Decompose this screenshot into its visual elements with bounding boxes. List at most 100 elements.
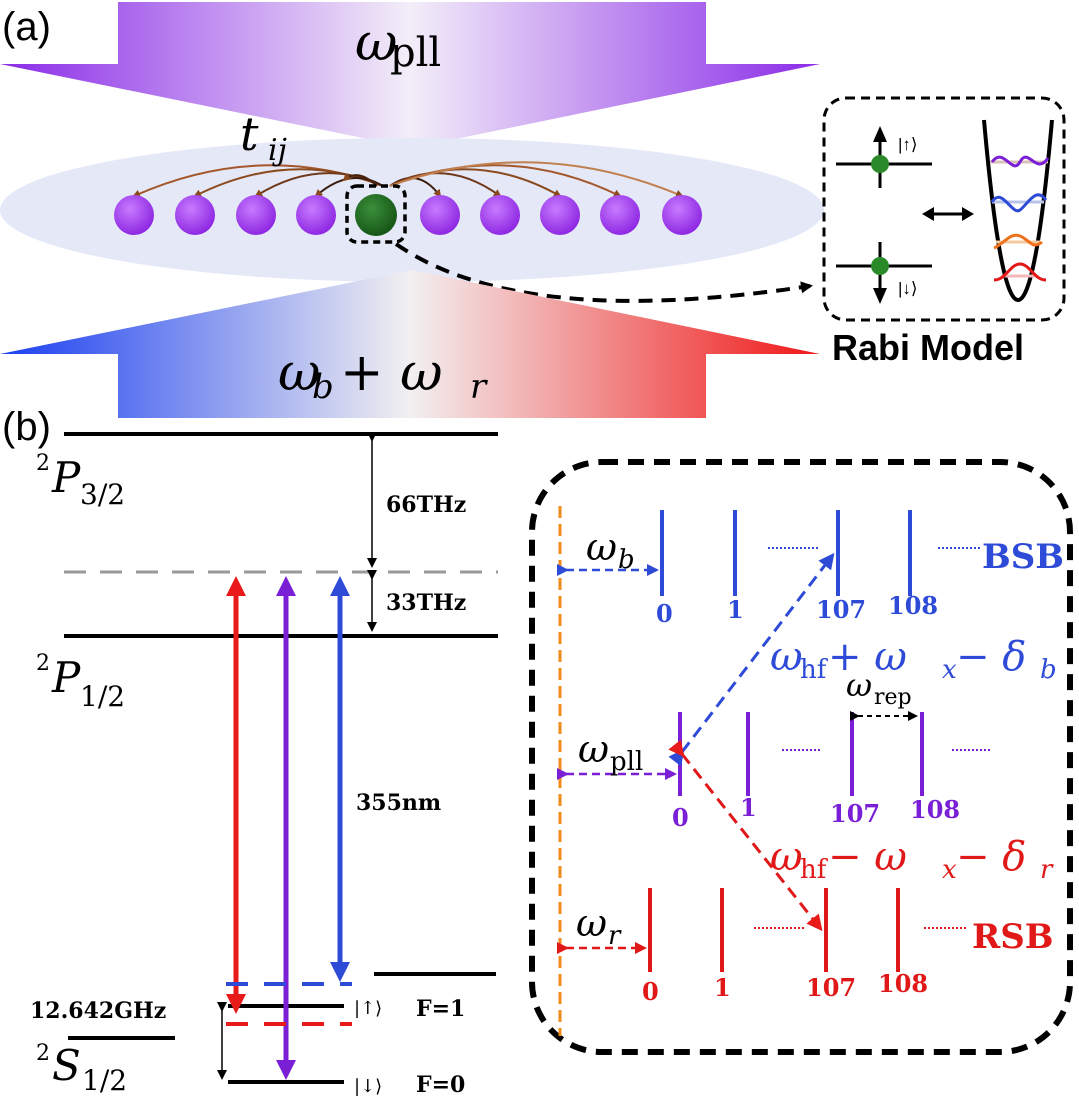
ion <box>540 195 580 235</box>
rsb-label: RSB <box>972 917 1054 957</box>
rsb-comb <box>648 888 968 972</box>
omega-rep-label: ω <box>846 666 872 704</box>
bsb-expr-b: b <box>1040 655 1057 685</box>
spin-up-ket: |↑⟩ <box>898 135 918 154</box>
bsb-expr-minus: − δ <box>956 634 1026 680</box>
rsb-expr-omega: ω <box>770 834 803 880</box>
rsb-expr-minus-omega: − ω <box>828 834 907 880</box>
wavelength: 355nm <box>356 790 441 816</box>
zoom-arrow <box>394 242 813 303</box>
hyperfine-splitting: 12.642GHz <box>30 998 166 1024</box>
rsb-tick: 108 <box>878 969 928 998</box>
pll-tick-labels: 0 1 107 108 <box>672 793 960 832</box>
red-laser-head-top <box>226 576 246 596</box>
ion <box>175 195 215 235</box>
rsb-expr-minus: − δ <box>956 834 1026 880</box>
ket-up: |↑⟩ <box>354 998 382 1019</box>
rsb-tick: 0 <box>642 977 659 1006</box>
blue-laser-head-top <box>330 576 350 596</box>
bsb-expr-omega: ω <box>770 634 803 680</box>
pll-tick: 1 <box>740 793 757 822</box>
purple-laser-head-top <box>276 576 296 596</box>
rsb-expression: ω hf − ω x − δ r <box>770 834 1054 885</box>
omega-b-sub: b <box>618 545 635 575</box>
ion <box>662 195 702 235</box>
pll-tick: 107 <box>830 799 880 828</box>
pll-tick: 108 <box>910 795 960 824</box>
bottom-beam-sub-b: b <box>312 367 334 407</box>
panel-a-label: (a) <box>2 5 51 49</box>
ion <box>480 195 520 235</box>
P32-letter: P <box>51 453 81 502</box>
P12-sup: 2 <box>36 651 50 676</box>
bsb-tick: 0 <box>656 599 673 628</box>
panel-b-label: (b) <box>2 405 51 449</box>
bsb-expr-hf: hf <box>800 655 829 685</box>
bottom-beam-omega-b: ω <box>278 343 320 403</box>
omega-r-label: ω <box>576 901 607 945</box>
omega-b-label: ω <box>586 525 617 569</box>
bsb-tick-labels: 0 1 107 108 <box>656 591 938 628</box>
blue-laser-head-bottom <box>330 962 350 982</box>
omega-rep-sub: rep <box>874 685 912 710</box>
top-beam-sub: pll <box>390 30 441 76</box>
central-ion <box>355 194 397 236</box>
freq-33: 33THz <box>386 590 466 616</box>
ion <box>114 195 154 235</box>
F1-label: F=1 <box>416 996 465 1022</box>
rsb-tick: 107 <box>806 973 856 1002</box>
ion-chain <box>114 194 702 236</box>
bottom-beam-sub-r: r <box>470 367 488 407</box>
S12-sup: 2 <box>36 1041 50 1066</box>
bsb-expression: ω hf + ω x − δ b <box>770 634 1057 685</box>
top-beam-omega: ω <box>355 13 397 73</box>
rabi-model-box <box>822 96 1066 322</box>
pll-tick: 0 <box>672 803 689 832</box>
ion <box>420 195 460 235</box>
F0-label: F=0 <box>416 1072 465 1098</box>
red-laser-head-bottom <box>226 994 246 1014</box>
bsb-tick: 108 <box>888 591 938 620</box>
bsb-tick: 107 <box>816 595 866 624</box>
omega-r-sub: r <box>608 921 622 951</box>
ket-down: |↓⟩ <box>354 1076 382 1097</box>
P12-letter: P <box>51 653 81 702</box>
bottom-beam <box>0 270 820 418</box>
ion <box>236 195 276 235</box>
omega-pll-sub: pll <box>610 747 643 777</box>
bsb-label: BSB <box>982 537 1064 577</box>
rabi-model-label: Rabi Model <box>832 327 1024 368</box>
hopping-sub: ij <box>268 133 287 168</box>
frequency-comb-box <box>529 459 1073 1055</box>
P32-sub: 3/2 <box>80 478 125 511</box>
central-ion-highlight <box>345 184 407 244</box>
bsb-comb <box>660 510 980 596</box>
bsb-tick: 1 <box>727 595 744 624</box>
purple-laser-head-bottom <box>276 1060 296 1080</box>
ion <box>600 195 640 235</box>
rsb-expr-r: r <box>1040 855 1054 885</box>
P12-sub: 1/2 <box>80 680 125 713</box>
freq-66: 66THz <box>386 492 466 518</box>
ion <box>296 195 336 235</box>
bsb-transfer-arrow <box>668 552 835 767</box>
two-level-system <box>836 126 932 304</box>
bottom-beam-plus-omega: + ω <box>340 343 443 403</box>
pll-comb <box>678 712 992 796</box>
bsb-expr-x: x <box>942 655 957 685</box>
rsb-expr-x: x <box>942 855 957 885</box>
rsb-tick: 1 <box>714 973 731 1002</box>
coupling-double-arrow <box>922 207 974 221</box>
omega-pll-label: ω <box>578 727 609 771</box>
hopping-t: t <box>240 107 259 161</box>
P32-sup: 2 <box>36 451 50 476</box>
rsb-expr-hf: hf <box>800 855 829 885</box>
S12-sub: 1/2 <box>82 1064 127 1097</box>
harmonic-potential <box>982 119 1054 303</box>
spin-down-ket: |↓⟩ <box>898 279 918 298</box>
bsb-expr-plus: + ω <box>828 634 907 680</box>
top-beam <box>0 2 820 148</box>
S12-letter: S <box>52 1041 81 1090</box>
hopping-arcs <box>132 161 684 198</box>
